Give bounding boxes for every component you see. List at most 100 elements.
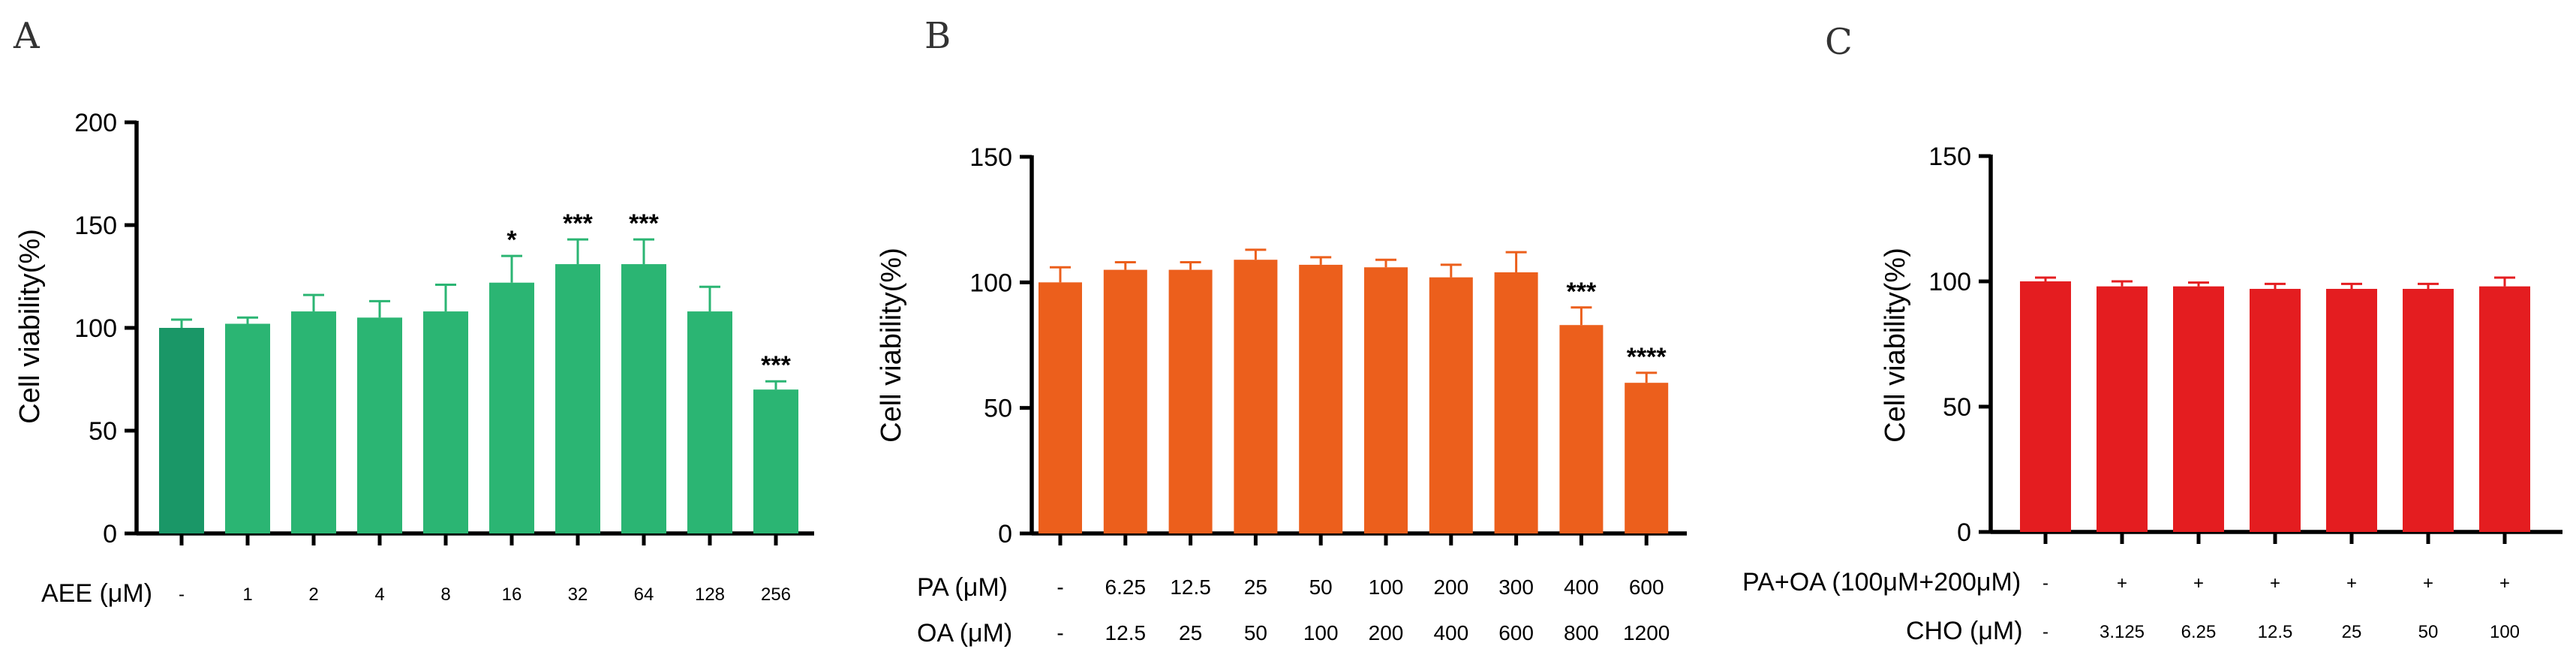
x-row-label: PA+OA (100μM+200μM) — [1742, 568, 2021, 596]
y-tick-label: 0 — [1957, 518, 1971, 547]
x-category-label: 2 — [308, 584, 318, 605]
x-category-label: 25 — [1244, 575, 1267, 599]
x-category-label: 25 — [1179, 621, 1202, 644]
y-tick-label: 100 — [74, 314, 117, 343]
x-category-label: 128 — [695, 584, 725, 605]
bar — [1494, 272, 1538, 533]
y-tick-label: 200 — [74, 109, 117, 137]
x-category-label: - — [1057, 621, 1063, 644]
x-category-label: 12.5 — [2258, 622, 2293, 642]
bar — [1168, 269, 1213, 533]
x-category-label: 12.5 — [1105, 621, 1147, 644]
x-category-label: + — [2117, 573, 2127, 593]
bar — [2020, 281, 2071, 532]
bar — [2403, 289, 2454, 532]
x-category-label: 50 — [2418, 622, 2439, 642]
bar — [1625, 383, 1669, 533]
x-category-label: - — [179, 584, 185, 605]
x-category-label: 6.25 — [2181, 622, 2217, 642]
bar — [753, 389, 798, 533]
bar — [2250, 289, 2301, 532]
x-category-label: 100 — [1369, 575, 1404, 599]
bar — [1039, 282, 1082, 533]
y-axis-label: Cell viability(%) — [14, 229, 46, 424]
bar — [1103, 269, 1147, 533]
significance-label: *** — [563, 209, 593, 238]
x-category-label: 1 — [242, 584, 252, 605]
x-category-label: + — [2193, 573, 2204, 593]
y-tick-label: 100 — [1928, 268, 1971, 296]
x-category-label: 4 — [374, 584, 384, 605]
x-category-label: 16 — [502, 584, 522, 605]
bar — [423, 311, 468, 533]
x-category-label: 6.25 — [1105, 575, 1147, 599]
x-category-label: - — [1057, 575, 1063, 599]
x-category-label: 200 — [1369, 621, 1404, 644]
bar — [687, 311, 732, 533]
bar — [1559, 325, 1604, 533]
y-tick-label: 150 — [74, 212, 117, 240]
y-axis-label: Cell viability(%) — [876, 248, 907, 443]
x-category-label: + — [2270, 573, 2280, 593]
x-category-label: 1200 — [1623, 621, 1670, 644]
x-category-label: 50 — [1244, 621, 1267, 644]
x-category-label: 32 — [568, 584, 588, 605]
x-category-label: 256 — [761, 584, 791, 605]
bar — [291, 311, 336, 533]
y-tick-label: 150 — [1928, 143, 1971, 171]
y-tick-label: 150 — [969, 143, 1012, 172]
x-category-label: 64 — [634, 584, 654, 605]
y-tick-label: 50 — [984, 395, 1012, 423]
x-row-label: PA (μM) — [917, 573, 1008, 602]
x-category-label: + — [2346, 573, 2357, 593]
x-row-label: OA (μM) — [917, 619, 1012, 647]
bar — [159, 328, 204, 533]
x-category-label: 800 — [1564, 621, 1599, 644]
x-category-label: 12.5 — [1170, 575, 1211, 599]
bar — [2326, 289, 2377, 532]
x-row-label: AEE (μM) — [41, 579, 152, 608]
significance-label: **** — [1627, 343, 1667, 371]
x-category-label: 25 — [2342, 622, 2362, 642]
x-category-label: 50 — [1309, 575, 1333, 599]
panel-letter-c: C — [1825, 21, 1853, 63]
significance-label: *** — [761, 351, 791, 380]
x-category-label: 100 — [2490, 622, 2520, 642]
y-tick-label: 0 — [103, 520, 117, 548]
panel-letter-a: A — [13, 15, 41, 57]
bar — [1364, 267, 1408, 533]
x-category-label: + — [2499, 573, 2510, 593]
x-category-label: 600 — [1629, 575, 1664, 599]
x-category-label: - — [2042, 622, 2048, 642]
y-tick-label: 50 — [89, 417, 117, 446]
panel-letter-b: B — [924, 15, 951, 57]
y-tick-label: 100 — [969, 269, 1012, 297]
x-category-label: 8 — [440, 584, 450, 605]
y-axis-label: Cell viability(%) — [1880, 248, 1911, 443]
x-category-label: 300 — [1498, 575, 1534, 599]
bar — [555, 264, 600, 533]
significance-label: *** — [1567, 278, 1597, 306]
x-row-label: CHO (μM) — [1906, 617, 2023, 645]
y-tick-label: 50 — [1943, 393, 1971, 422]
x-category-label: 400 — [1433, 621, 1468, 644]
bar — [1234, 260, 1278, 533]
significance-label: * — [506, 226, 517, 254]
x-category-label: 3.125 — [2100, 622, 2145, 642]
bar — [1429, 277, 1473, 533]
x-category-label: 400 — [1564, 575, 1599, 599]
x-category-label: 100 — [1303, 621, 1339, 644]
x-category-label: 600 — [1498, 621, 1534, 644]
x-category-label: - — [2042, 573, 2048, 593]
bar — [2097, 286, 2148, 532]
bar — [357, 317, 402, 533]
bar — [225, 323, 270, 533]
x-category-label: 200 — [1433, 575, 1468, 599]
y-tick-label: 0 — [998, 520, 1012, 548]
significance-label: *** — [629, 209, 659, 238]
bar — [1299, 264, 1343, 533]
x-category-label: + — [2423, 573, 2433, 593]
bar — [2479, 286, 2530, 532]
bar — [489, 282, 534, 533]
